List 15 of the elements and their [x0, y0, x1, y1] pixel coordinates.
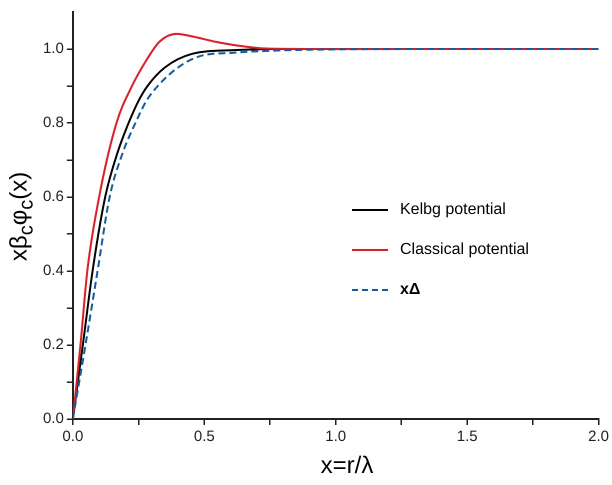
x-tick-label: 0.0: [62, 428, 84, 446]
x-axis-title: x=r/λ: [320, 452, 374, 480]
y-tick-label: 0.0: [42, 410, 64, 428]
legend-label: xΔ: [400, 281, 420, 299]
y-tick-label: 1.0: [42, 40, 64, 58]
x-tick-label: 1.0: [325, 428, 346, 446]
y-tick-label: 0.8: [42, 114, 64, 132]
legend-label: Classical potential: [400, 241, 529, 259]
y-tick-label: 0.2: [42, 336, 64, 354]
y-tick-label: 0.4: [42, 262, 64, 280]
x-tick-label: 0.5: [194, 428, 215, 446]
x-tick-label: 1.5: [456, 428, 478, 446]
y-tick-label: 0.6: [42, 188, 64, 206]
x-tick-label: 2.0: [588, 428, 610, 446]
legend-label: Kelbg potential: [400, 201, 506, 219]
